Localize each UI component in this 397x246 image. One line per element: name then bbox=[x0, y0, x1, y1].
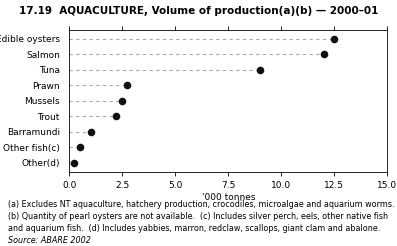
Point bbox=[113, 114, 119, 118]
Text: (a) Excludes NT aquaculture, hatchery production, crocodiles, microalgae and aqu: (a) Excludes NT aquaculture, hatchery pr… bbox=[8, 200, 395, 233]
Text: 17.19  AQUACULTURE, Volume of production(a)(b) — 2000–01: 17.19 AQUACULTURE, Volume of production(… bbox=[19, 6, 378, 16]
Point bbox=[257, 68, 263, 72]
Point bbox=[87, 130, 94, 134]
Point bbox=[331, 37, 337, 41]
Point bbox=[119, 99, 125, 103]
X-axis label: '000 tonnes: '000 tonnes bbox=[202, 193, 255, 202]
Point bbox=[123, 83, 130, 87]
Point bbox=[77, 145, 83, 149]
Text: Source: ABARE 2002: Source: ABARE 2002 bbox=[8, 236, 91, 245]
Point bbox=[71, 161, 77, 165]
Point bbox=[320, 52, 327, 56]
